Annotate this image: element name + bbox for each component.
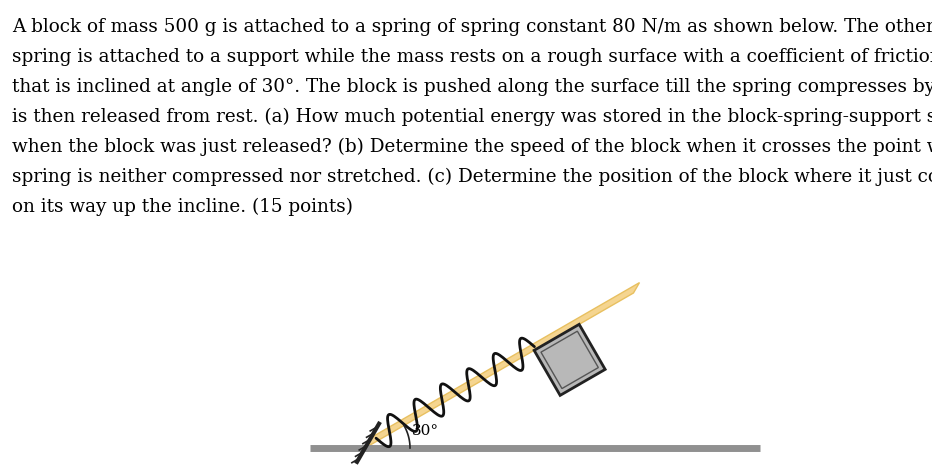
Polygon shape — [365, 282, 639, 448]
Text: 30°: 30° — [412, 423, 439, 438]
Text: on its way up the incline. (15 points): on its way up the incline. (15 points) — [12, 198, 353, 216]
Text: when the block was just released? (b) Determine the speed of the block when it c: when the block was just released? (b) De… — [12, 138, 932, 156]
Text: that is inclined at angle of 30°. The block is pushed along the surface till the: that is inclined at angle of 30°. The bl… — [12, 78, 932, 96]
Text: spring is neither compressed nor stretched. (c) Determine the position of the bl: spring is neither compressed nor stretch… — [12, 168, 932, 186]
Text: spring is attached to a support while the mass rests on a rough surface with a c: spring is attached to a support while th… — [12, 48, 932, 66]
Text: is then released from rest. (a) How much potential energy was stored in the bloc: is then released from rest. (a) How much… — [12, 108, 932, 126]
Polygon shape — [534, 324, 605, 395]
Text: A block of mass 500 g is attached to a spring of spring constant 80 N/m as shown: A block of mass 500 g is attached to a s… — [12, 18, 932, 36]
